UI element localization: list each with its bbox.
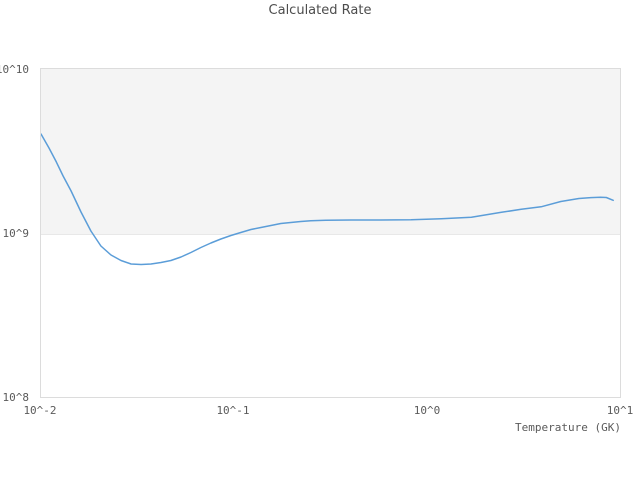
- y-tick-1e10: 10^10: [0, 63, 29, 76]
- x-tick-1e-1: 10^-1: [216, 404, 250, 417]
- y-tick-1e8: 10^8: [2, 391, 30, 404]
- y-tick-1e9: 10^9: [2, 227, 30, 240]
- plot-area: [40, 68, 621, 398]
- shaded-band-1e9-1e10: [41, 69, 620, 235]
- rate-curve: [41, 133, 614, 266]
- x-axis-title: Temperature (GK): [515, 421, 621, 434]
- x-tick-1e-2: 10^-2: [23, 404, 57, 417]
- x-tick-1e1: 10^1: [606, 404, 634, 417]
- rate-curve-svg: [41, 133, 614, 266]
- x-tick-1e0: 10^0: [413, 404, 441, 417]
- chart-title: Calculated Rate: [268, 3, 372, 18]
